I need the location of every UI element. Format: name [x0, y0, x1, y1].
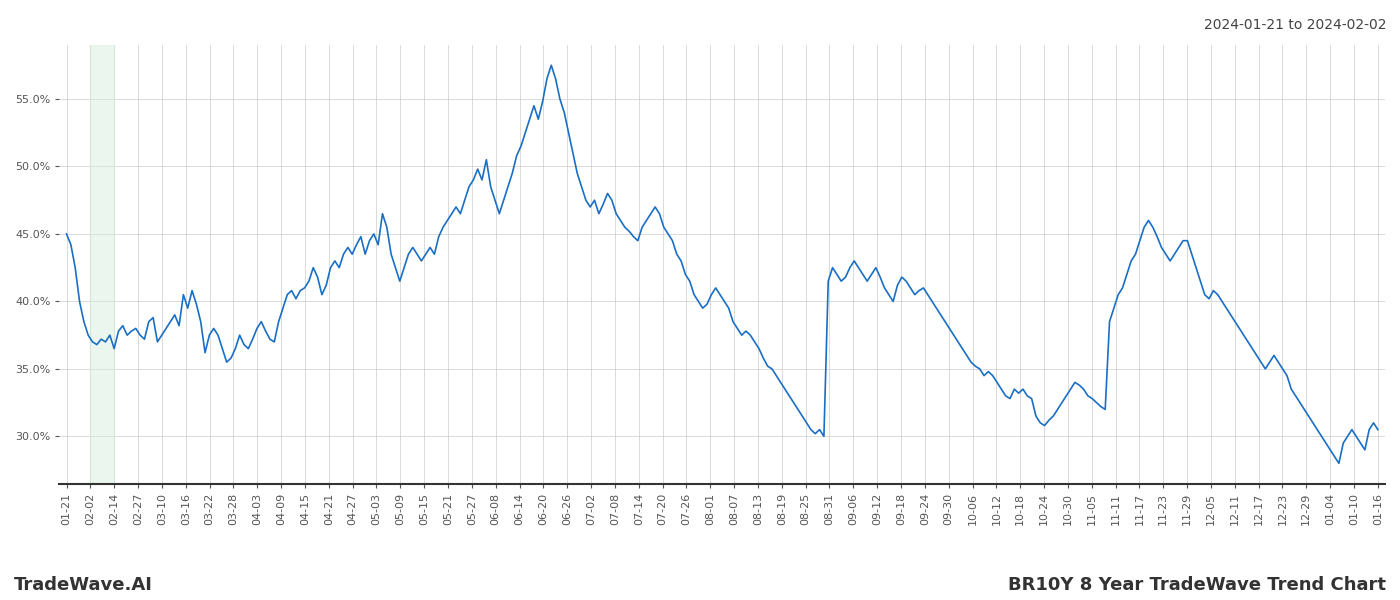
- Text: BR10Y 8 Year TradeWave Trend Chart: BR10Y 8 Year TradeWave Trend Chart: [1008, 576, 1386, 594]
- Text: TradeWave.AI: TradeWave.AI: [14, 576, 153, 594]
- Text: 2024-01-21 to 2024-02-02: 2024-01-21 to 2024-02-02: [1204, 18, 1386, 32]
- Bar: [91, 45, 115, 484]
